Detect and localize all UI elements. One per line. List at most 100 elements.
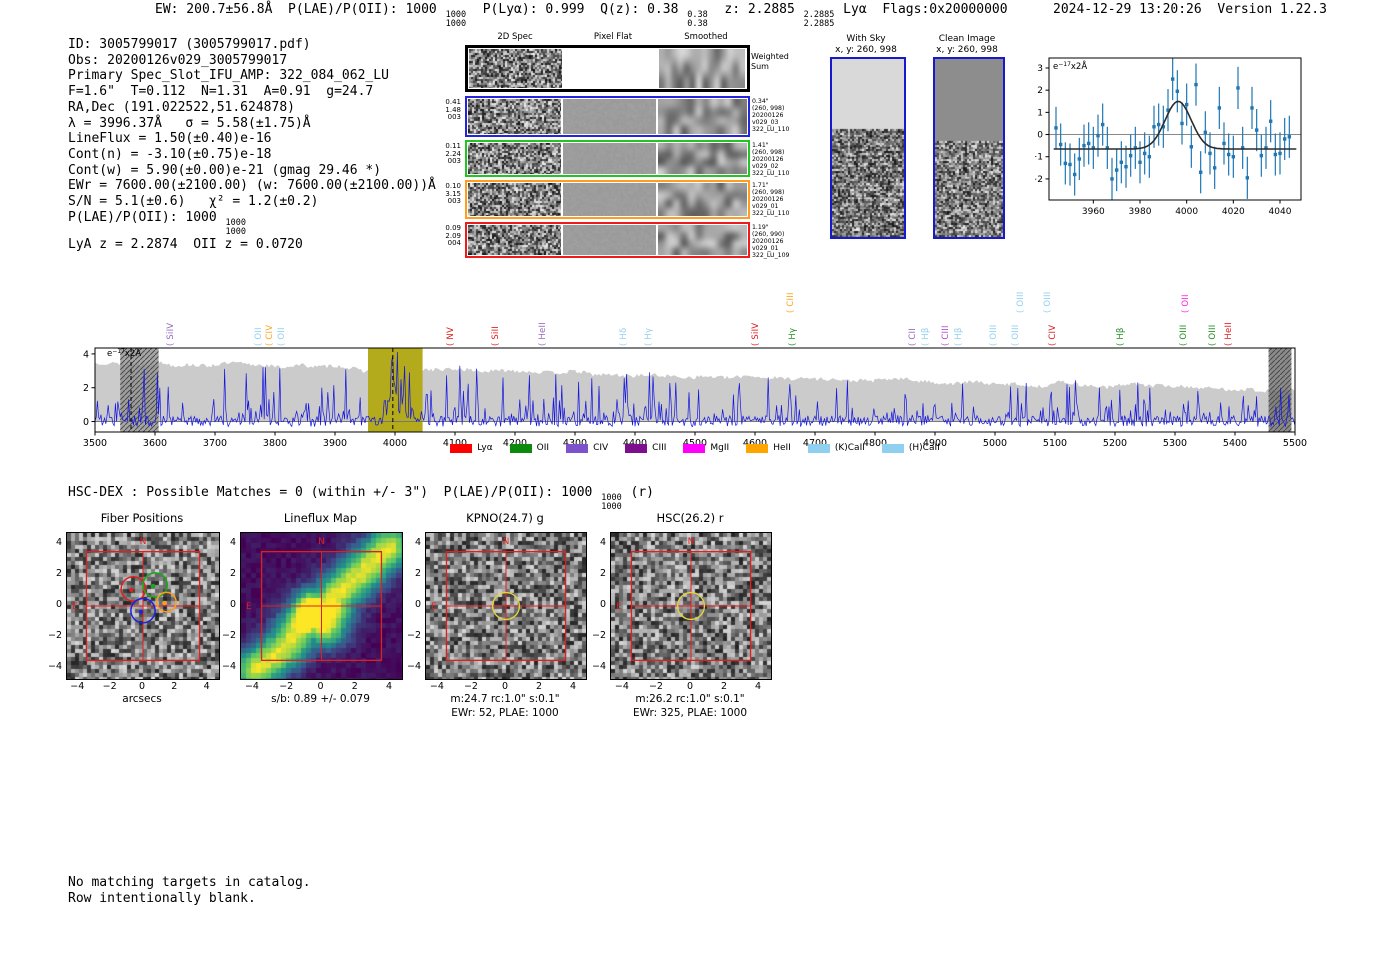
svg-text:4800: 4800 bbox=[863, 438, 887, 448]
panel-xtick: −4 bbox=[429, 681, 444, 692]
text-segment: LineFlux = 1.50(±0.40)e-16 bbox=[68, 131, 272, 147]
spec2d-row-fiber-2: 0.11 2.24 003 1.41" (260, 998) 20200126 v029_0… bbox=[445, 140, 789, 177]
spec2d-row-right-label: Weighted Sum bbox=[751, 52, 789, 71]
svg-text:3600: 3600 bbox=[143, 438, 167, 448]
line-label-ciii: ( CIII bbox=[785, 292, 796, 313]
spec2d-smoothed-image bbox=[658, 183, 747, 216]
text-segment: S/N = 5.1(±0.6) χ² = 1.2(±0.2) bbox=[68, 194, 319, 210]
panel-overlay-4: NE bbox=[616, 537, 752, 662]
flux-unit-label: e−17x2Å bbox=[107, 347, 141, 359]
svg-text:4600: 4600 bbox=[743, 438, 767, 448]
clean-image-frame bbox=[933, 57, 1005, 239]
svg-text:4000: 4000 bbox=[1175, 207, 1198, 217]
footer-line-2: Row intentionally blank. bbox=[68, 890, 256, 906]
spec2d-pixelflat-image bbox=[563, 225, 656, 255]
spec2d-row-left-label: 0.10 3.15 003 bbox=[445, 182, 461, 206]
spacer bbox=[1202, 2, 1218, 17]
svg-text:N: N bbox=[140, 537, 147, 547]
info-line-6: λ = 3996.37Å σ = 5.58(±1.75)Å bbox=[68, 116, 436, 132]
panel-title-4: HSC(26.2) r bbox=[656, 511, 724, 525]
panel-xtick: 4 bbox=[203, 681, 210, 692]
panel-xtick: −2 bbox=[648, 681, 663, 692]
spec2d-row-fiber-1: 0.41 1.48 003 0.34" (260, 998) 20200126 v029_0… bbox=[445, 96, 789, 137]
panel-overlay-2: NE bbox=[246, 537, 383, 662]
clean-title: Clean Image bbox=[938, 34, 996, 44]
spec2d-row-right-label: 0.34" (260, 998) 20200126 v029_03 322_LU_110 bbox=[752, 98, 790, 133]
svg-text:4300: 4300 bbox=[563, 438, 587, 448]
svg-text:5200: 5200 bbox=[1103, 438, 1127, 448]
legend-label: Lyα bbox=[477, 443, 493, 453]
text-segment: Lyα Flags:0x20000000 bbox=[835, 2, 1008, 17]
panel-ytick: 2 bbox=[55, 567, 62, 579]
panel-xtick: 4 bbox=[570, 681, 577, 692]
text-segment: HSC-DEX : Possible Matches = 0 (within +… bbox=[68, 485, 601, 500]
panel-ytick: −4 bbox=[47, 661, 62, 673]
footer-notes: No matching targets in catalog. Row inte… bbox=[68, 875, 311, 906]
panel-title-3: KPNO(24.7) g bbox=[466, 511, 544, 525]
panel-ytick: −4 bbox=[406, 661, 421, 673]
panel-xtick: 2 bbox=[536, 681, 543, 692]
spec2d-noise-image bbox=[468, 225, 561, 255]
full-spectrum-chart: 3500 3600 3700 3800 3900 4000 4100 4200 4300 4400… bbox=[83, 347, 1307, 448]
withsky-image-frame bbox=[830, 57, 906, 239]
text-segment: (r) bbox=[622, 485, 655, 500]
panel-caption-2: EWr: 52, PLAE: 1000 bbox=[451, 707, 559, 719]
legend-swatch bbox=[450, 443, 473, 453]
spec2d-smoothed-image bbox=[658, 225, 747, 255]
legend-label: OII bbox=[536, 443, 550, 453]
info-line-12: P(LAE)/P(OII): 1000 1000 1000 bbox=[68, 210, 436, 237]
panel-xtick: 2 bbox=[721, 681, 728, 692]
svg-text:E: E bbox=[72, 602, 78, 612]
svg-text:E: E bbox=[431, 602, 437, 612]
panel-xtick: 0 bbox=[317, 681, 324, 692]
svg-text:2: 2 bbox=[1037, 86, 1043, 96]
svg-text:−2: −2 bbox=[1035, 175, 1043, 185]
report-version: Version 1.22.3 bbox=[1217, 2, 1327, 17]
text-segment: P(LAE)/P(OII): 1000 bbox=[68, 209, 225, 225]
panel-caption-1: m:26.2 rc:1.0" s:0.1" bbox=[635, 693, 745, 705]
panel-xtick: −2 bbox=[102, 681, 117, 692]
text-segment: P(Lyα): 0.999 Q(z): 0.38 bbox=[467, 2, 687, 17]
spec2d-row-fiber-4: 0.09 2.09 004 1.19" (260, 990) 20200126 v029_0… bbox=[445, 222, 789, 259]
svg-text:2: 2 bbox=[83, 383, 89, 394]
panel-ytick: −2 bbox=[406, 630, 421, 642]
svg-text:4500: 4500 bbox=[683, 438, 707, 448]
spec2d-noise-image bbox=[468, 183, 561, 216]
text-segment: EW: 200.7±56.8Å P(LAE)/P(OII): 1000 bbox=[155, 2, 445, 17]
spec2d-row-right-label: 1.41" (260, 998) 20200126 v029_02 322_LU_110 bbox=[752, 142, 790, 177]
panel-title-2: Lineflux Map bbox=[283, 511, 358, 525]
spec2d-noise-image bbox=[468, 143, 561, 174]
panel-xtick: 4 bbox=[755, 681, 762, 692]
stacked-fraction: 2.2885 2.2885 bbox=[803, 10, 835, 29]
spec2d-cutout-stack: Weighted Sum 0.41 1.48 003 0.34" (260, 998) 202… bbox=[445, 45, 789, 259]
info-line-7: LineFlux = 1.50(±0.40)e-16 bbox=[68, 131, 436, 147]
col-title-2dspec: 2D Spec bbox=[497, 32, 533, 42]
legend-swatch bbox=[746, 443, 769, 453]
spec2d-pixelflat-image bbox=[563, 99, 656, 134]
stacked-fraction: 1000 1000 bbox=[225, 217, 247, 237]
svg-text:4040: 4040 bbox=[1269, 207, 1292, 217]
text-segment: F=1.6" T=0.112 N=1.31 A=0.91 g=24.7 bbox=[68, 84, 374, 100]
text-segment: Cont(n) = -3.10(±0.75)e-18 bbox=[68, 146, 272, 162]
panel-xlabel: arcsecs bbox=[122, 693, 162, 705]
withsky-image bbox=[832, 59, 904, 237]
target-info-block: ID: 3005799017 (3005799017.pdf) Obs: 2020… bbox=[68, 37, 436, 252]
panel-xtick: −2 bbox=[463, 681, 478, 692]
clean-coords: x, y: 260, 998 bbox=[936, 45, 998, 55]
panel-xtick: 0 bbox=[686, 681, 694, 692]
col-title-smoothed: Smoothed bbox=[684, 32, 728, 42]
spec2d-row-left-label: 0.09 2.09 004 bbox=[445, 224, 461, 248]
panel-overlay-1: NE bbox=[72, 537, 201, 662]
spec2d-pixelflat-image bbox=[563, 143, 656, 174]
svg-text:3900: 3900 bbox=[323, 438, 347, 448]
legend-label: (K)CaII bbox=[834, 443, 865, 453]
text-segment: Primary Spec_Slot_IFU_AMP: 322_084_062_L… bbox=[68, 68, 389, 84]
legend-item-ly: Lyα bbox=[450, 443, 493, 453]
legend-swatch bbox=[625, 443, 648, 453]
info-line-9: Cont(w) = 5.90(±0.00)e-21 (gmag 29.46 *) bbox=[68, 163, 436, 179]
panel-xtick: 0 bbox=[138, 681, 146, 692]
svg-text:5100: 5100 bbox=[1043, 438, 1067, 448]
